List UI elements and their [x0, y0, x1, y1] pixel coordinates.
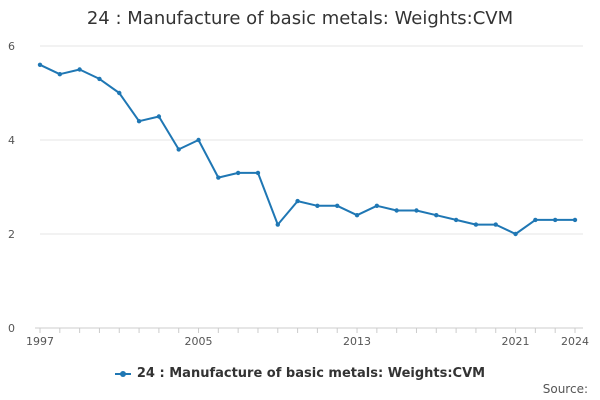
data-point[interactable] [156, 114, 162, 119]
data-point[interactable] [513, 231, 518, 237]
x-tick-label: 2005 [185, 335, 213, 348]
data-point[interactable] [97, 76, 102, 82]
data-point[interactable] [216, 175, 221, 180]
data-point[interactable] [275, 222, 280, 227]
data-point[interactable] [77, 67, 82, 72]
data-point[interactable] [255, 170, 261, 176]
series-group [37, 62, 578, 237]
y-tick-label: 4 [8, 134, 15, 147]
data-point[interactable] [176, 147, 181, 152]
data-point[interactable] [295, 198, 300, 204]
data-point[interactable] [354, 213, 360, 218]
legend[interactable]: 24 : Manufacture of basic metals: Weight… [0, 366, 600, 383]
x-tick-label: 2021 [502, 335, 530, 348]
data-point[interactable] [394, 208, 399, 213]
data-point[interactable] [434, 213, 439, 218]
data-point[interactable] [335, 203, 340, 208]
data-point[interactable] [453, 217, 459, 223]
data-point[interactable] [136, 119, 142, 124]
grid-lines [40, 45, 583, 235]
legend-label: 24 : Manufacture of basic metals: Weight… [136, 366, 486, 381]
x-tick-label: 2013 [343, 335, 371, 348]
data-point[interactable] [117, 90, 122, 96]
legend-line-marker-icon [114, 369, 131, 379]
data-point[interactable] [473, 222, 479, 227]
x-tick-label: 1997 [26, 335, 54, 348]
y-tick-label: 2 [8, 228, 15, 241]
data-point[interactable] [37, 62, 43, 67]
data-point[interactable] [414, 208, 419, 213]
data-point[interactable] [374, 203, 380, 208]
data-point[interactable] [533, 217, 538, 223]
y-tick-label: 0 [8, 322, 15, 335]
data-point[interactable] [572, 217, 578, 223]
chart-title: 24 : Manufacture of basic metals: Weight… [86, 8, 514, 29]
y-tick-label: 6 [8, 40, 15, 53]
data-point[interactable] [57, 72, 63, 77]
data-point[interactable] [315, 203, 320, 208]
axes: 0 2 4 6 1997 2005 2013 2021 2024 [8, 40, 589, 348]
x-tick-label: 2024 [561, 335, 589, 348]
data-point[interactable] [196, 137, 201, 143]
data-point[interactable] [552, 217, 558, 223]
data-point[interactable] [235, 170, 241, 176]
data-point[interactable] [493, 222, 498, 227]
series-line [39, 63, 575, 235]
source-label: Source: [542, 382, 588, 396]
